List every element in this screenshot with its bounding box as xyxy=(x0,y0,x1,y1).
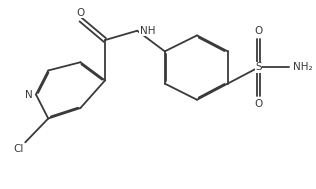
Text: O: O xyxy=(254,99,263,109)
Text: N: N xyxy=(25,90,32,99)
Text: NH: NH xyxy=(140,26,155,36)
Text: Cl: Cl xyxy=(13,144,24,154)
Text: S: S xyxy=(255,63,262,73)
Text: O: O xyxy=(254,26,263,36)
Text: O: O xyxy=(76,8,85,18)
Text: NH₂: NH₂ xyxy=(293,63,312,73)
